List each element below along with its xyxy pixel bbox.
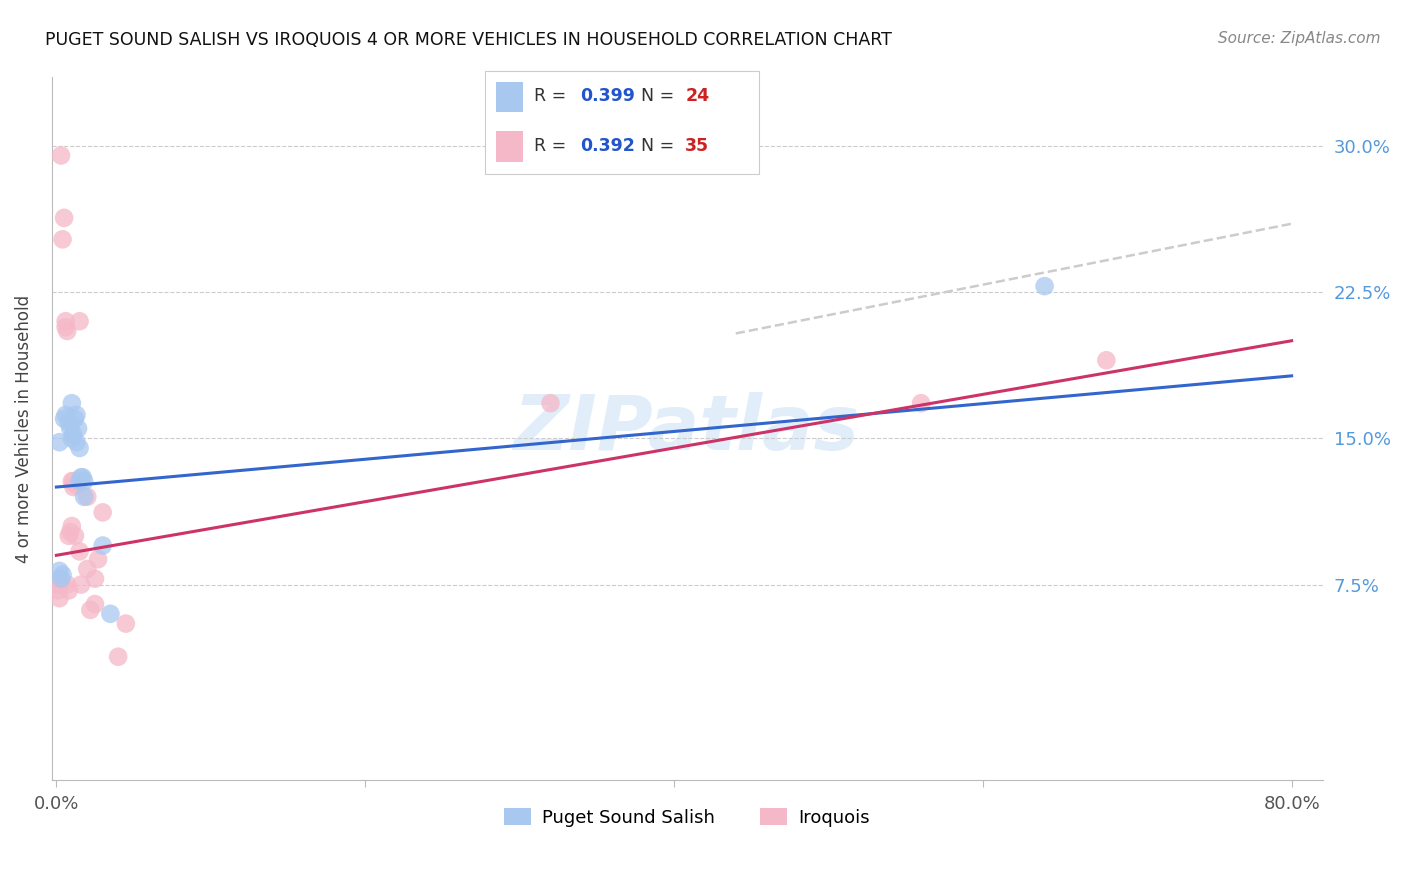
Text: R =: R =: [534, 87, 572, 105]
Point: [46, 583, 69, 598]
Point: [87, 552, 110, 566]
Point: [69, 441, 91, 455]
Point: [55, 320, 77, 334]
Point: [56, 577, 79, 591]
Point: [91, 505, 114, 519]
Point: [65, 408, 87, 422]
Text: 0.392: 0.392: [579, 136, 634, 154]
Point: [63, 411, 86, 425]
Point: [79, 603, 101, 617]
Point: [1095, 353, 1118, 368]
Point: [62, 474, 84, 488]
Point: [1033, 279, 1056, 293]
Point: [51, 567, 73, 582]
Point: [65, 435, 87, 450]
Point: [49, 148, 72, 162]
Text: 24: 24: [685, 87, 710, 105]
Text: N =: N =: [641, 136, 681, 154]
Point: [58, 529, 80, 543]
Point: [53, 211, 76, 225]
Point: [48, 564, 70, 578]
Point: [69, 314, 91, 328]
Text: 0.399: 0.399: [579, 87, 634, 105]
Point: [58, 416, 80, 430]
Point: [48, 577, 70, 591]
Point: [60, 519, 83, 533]
Point: [69, 544, 91, 558]
Point: [60, 396, 83, 410]
Point: [56, 324, 79, 338]
Point: [84, 597, 107, 611]
Point: [60, 431, 83, 445]
Text: Source: ZipAtlas.com: Source: ZipAtlas.com: [1218, 31, 1381, 46]
Point: [63, 529, 86, 543]
Text: PUGET SOUND SALISH VS IROQUOIS 4 OR MORE VEHICLES IN HOUSEHOLD CORRELATION CHART: PUGET SOUND SALISH VS IROQUOIS 4 OR MORE…: [45, 31, 891, 49]
Text: R =: R =: [534, 136, 572, 154]
Point: [65, 478, 87, 492]
Point: [48, 577, 70, 591]
Point: [76, 562, 98, 576]
Point: [58, 583, 80, 598]
Point: [49, 572, 72, 586]
FancyBboxPatch shape: [496, 131, 523, 161]
Point: [55, 314, 77, 328]
Text: ZIPatlas: ZIPatlas: [515, 392, 860, 466]
Text: N =: N =: [641, 87, 681, 105]
Point: [53, 411, 76, 425]
Y-axis label: 4 or more Vehicles in Household: 4 or more Vehicles in Household: [15, 294, 32, 563]
Point: [72, 470, 94, 484]
Text: 35: 35: [685, 136, 710, 154]
Point: [59, 524, 82, 539]
Point: [91, 539, 114, 553]
Point: [55, 408, 77, 422]
Point: [51, 232, 73, 246]
Point: [59, 421, 82, 435]
Point: [66, 421, 89, 435]
Legend: Puget Sound Salish, Iroquois: Puget Sound Salish, Iroquois: [498, 800, 877, 834]
Point: [73, 474, 96, 488]
Point: [84, 572, 107, 586]
Point: [60, 474, 83, 488]
Point: [107, 649, 129, 664]
Point: [540, 396, 562, 410]
Point: [62, 480, 84, 494]
Point: [69, 474, 91, 488]
Point: [62, 427, 84, 442]
FancyBboxPatch shape: [496, 82, 523, 112]
Point: [73, 490, 96, 504]
FancyBboxPatch shape: [485, 71, 759, 174]
Point: [48, 435, 70, 450]
Point: [70, 470, 93, 484]
Point: [70, 577, 93, 591]
Point: [115, 616, 138, 631]
Point: [100, 607, 122, 621]
Point: [48, 591, 70, 606]
Point: [910, 396, 932, 410]
Point: [76, 490, 98, 504]
